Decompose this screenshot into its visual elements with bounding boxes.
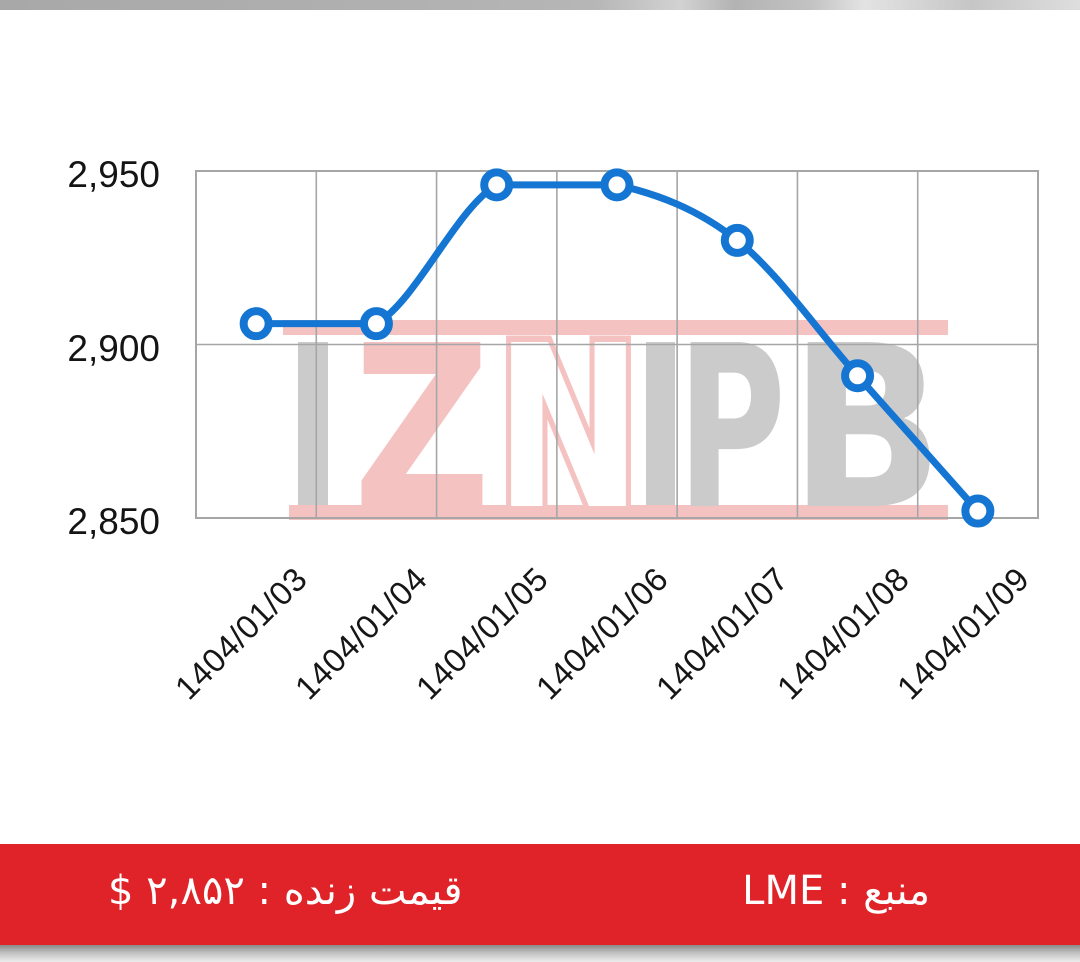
data-point-marker [961, 494, 995, 528]
watermark-top-bar [283, 320, 948, 335]
y-tick-label: 2,850 [67, 501, 160, 542]
top-gray-strip [0, 0, 1080, 10]
footer-bar: منبع : LME قیمت زنده : ۲,۸۵۲ $ [0, 844, 1080, 945]
watermark-bottom-bar [289, 505, 948, 520]
data-point-marker [359, 307, 393, 341]
watermark-letter-i-bar [646, 342, 675, 505]
data-point-marker [720, 223, 754, 257]
live-price-label: قیمت زنده : ۲,۸۵۲ $ [108, 867, 463, 914]
data-point-marker [480, 168, 514, 202]
bottom-gray-strip [0, 945, 1080, 962]
data-point-marker [239, 307, 273, 341]
data-point-marker [600, 168, 634, 202]
y-tick-label: 2,950 [67, 154, 160, 195]
watermark-letter-z: Z [353, 320, 491, 520]
watermark-letter-i-bar [298, 342, 328, 505]
price-line [252, 181, 982, 515]
data-point-marker [841, 359, 875, 393]
source-label: منبع : LME [742, 867, 930, 914]
watermark-letter-p: P [677, 320, 786, 520]
line-chart [195, 168, 1039, 528]
y-tick-label: 2,900 [67, 327, 160, 369]
